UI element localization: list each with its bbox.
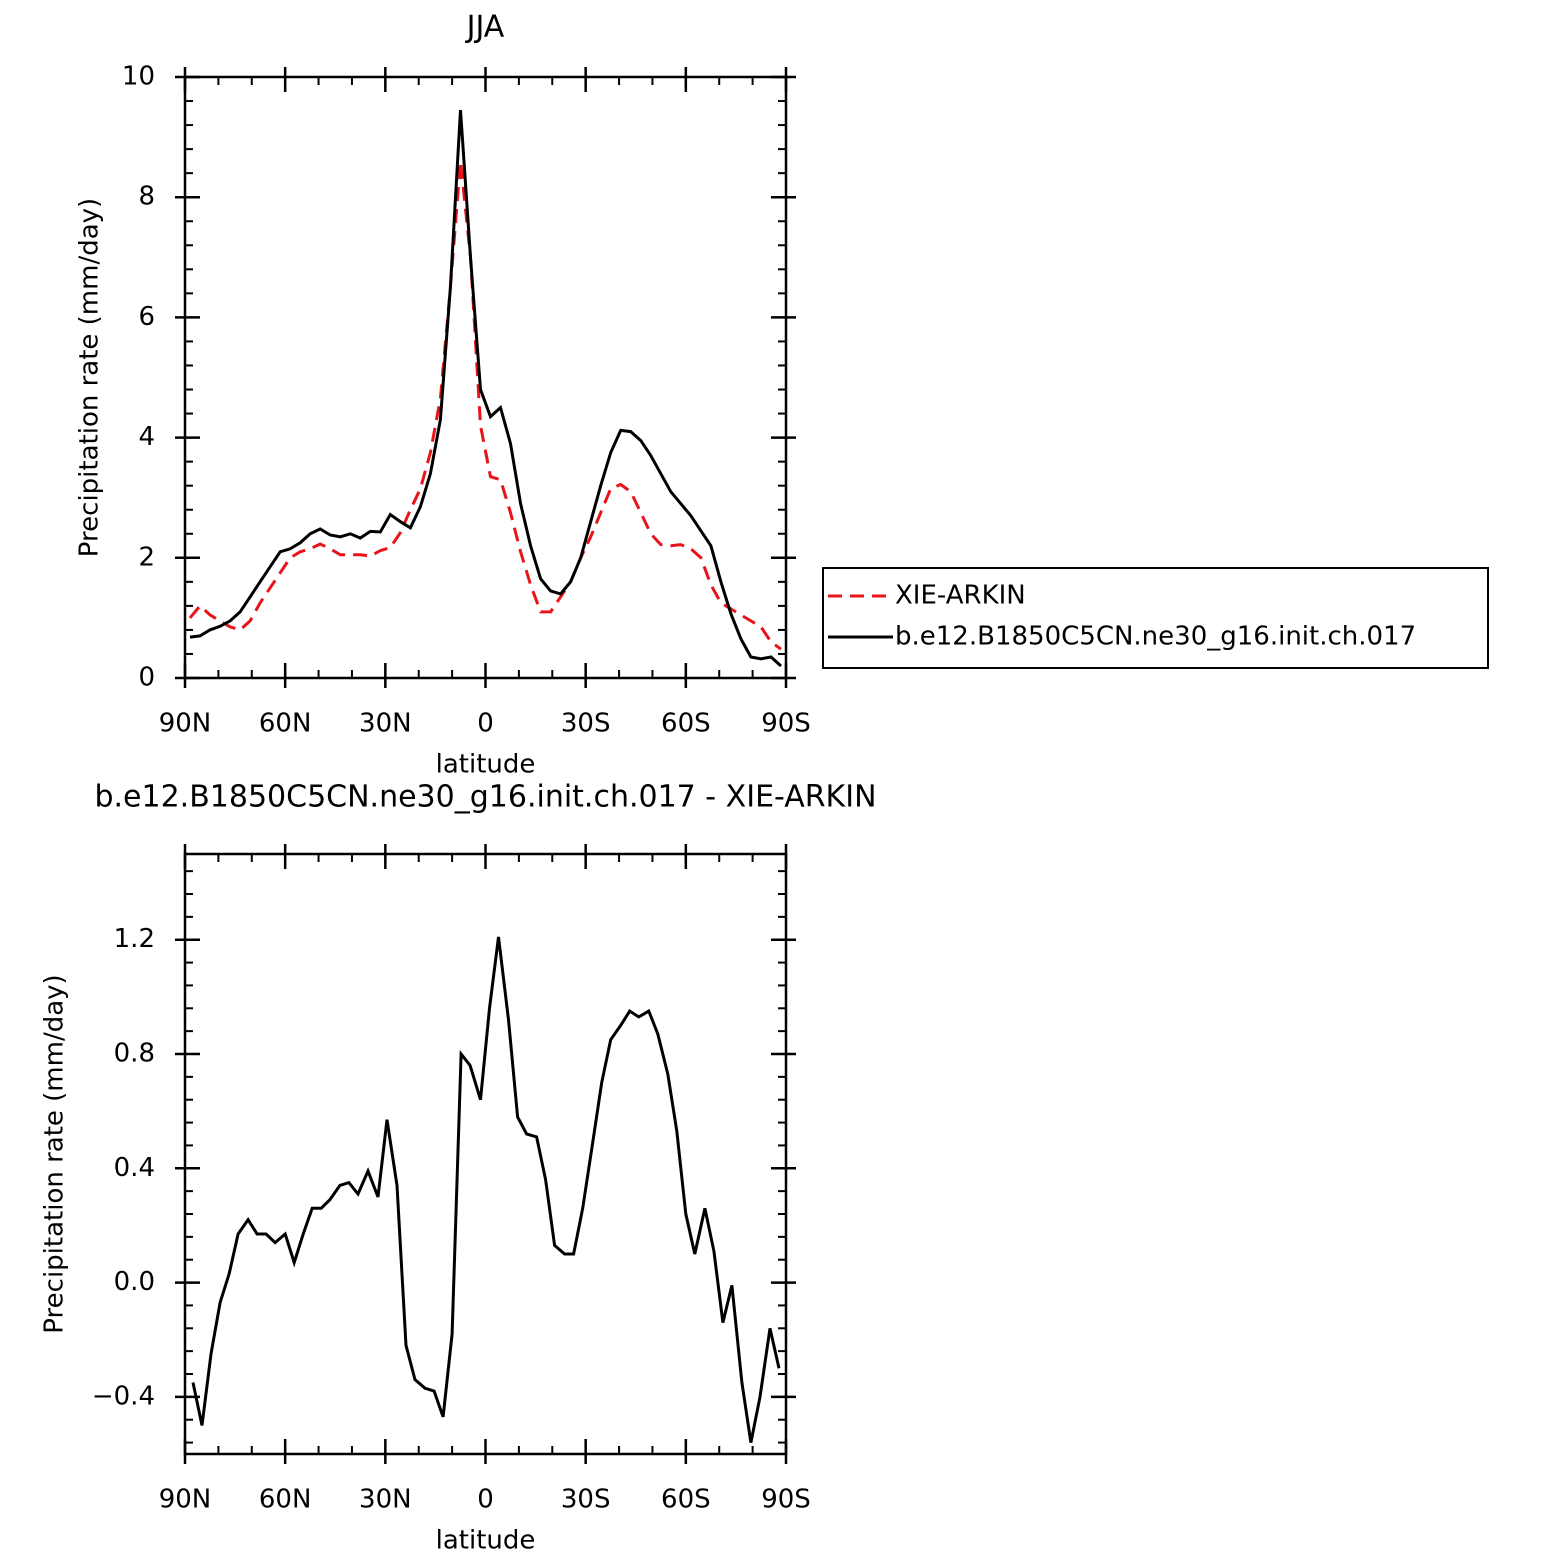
x-tick-label: 90N: [159, 1485, 212, 1515]
x-tick-label: 90S: [761, 1485, 811, 1515]
y-tick-label: 1.2: [114, 924, 155, 954]
x-tick-label: 30S: [561, 709, 611, 739]
chart-title: JJA: [465, 10, 505, 45]
data-line: [191, 936, 781, 1443]
x-tick-label: 0: [477, 1485, 494, 1515]
y-tick-label: 0.8: [114, 1039, 155, 1069]
x-tick-label: 60S: [661, 1485, 711, 1515]
chart-title: b.e12.B1850C5CN.ne30_g16.init.ch.017 - X…: [94, 780, 876, 815]
data-line: [189, 109, 783, 668]
x-tick-label: 60N: [259, 709, 312, 739]
x-tick-label: 90S: [761, 709, 811, 739]
y-tick-label: 0.4: [114, 1153, 155, 1183]
y-tick-label: 0: [138, 663, 155, 693]
legend-box: [822, 567, 1489, 669]
x-tick-label: 60N: [259, 1485, 312, 1515]
y-tick-label: 8: [138, 182, 155, 212]
x-tick-label: 30S: [561, 1485, 611, 1515]
x-axis-label: latitude: [436, 1526, 536, 1556]
y-tick-label: 6: [138, 302, 155, 332]
x-tick-label: 0: [477, 709, 494, 739]
y-tick-label: 4: [138, 422, 155, 452]
y-tick-label: 2: [138, 542, 155, 572]
plot-frame: [183, 75, 788, 680]
data-line: [188, 160, 782, 651]
legend-label: XIE-ARKIN: [895, 581, 1026, 611]
x-axis-label: latitude: [436, 750, 536, 780]
x-tick-label: 90N: [159, 709, 212, 739]
x-tick-label: 30N: [359, 1485, 412, 1515]
y-tick-label: 10: [122, 62, 155, 92]
y-axis-label: Precipitation rate (mm/day): [40, 974, 70, 1333]
x-tick-label: 30N: [359, 709, 412, 739]
legend-label: b.e12.B1850C5CN.ne30_g16.init.ch.017: [895, 622, 1416, 652]
plot-frame: [183, 852, 788, 1456]
y-tick-label: 0.0: [114, 1267, 155, 1297]
y-tick-label: −0.4: [92, 1381, 155, 1411]
y-axis-label: Precipitation rate (mm/day): [75, 198, 105, 557]
x-tick-label: 60S: [661, 709, 711, 739]
